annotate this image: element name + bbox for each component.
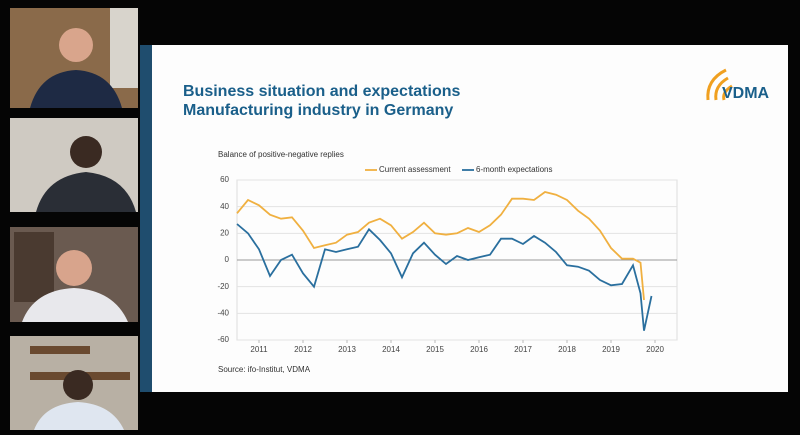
- x-tick-label: 2012: [294, 345, 312, 354]
- series-line: [236, 223, 653, 331]
- video-tile: [10, 336, 138, 430]
- legend-label: Current assessment: [379, 165, 451, 174]
- legend-label: 6-month expectations: [476, 165, 553, 174]
- x-tick-label: 2018: [558, 345, 576, 354]
- source: Source: ifo-Institut, VDMA: [218, 365, 311, 374]
- x-tick-label: 2020: [646, 345, 664, 354]
- y-tick-label: -60: [217, 335, 229, 344]
- y-tick-label: -40: [217, 308, 229, 317]
- x-tick-label: 2013: [338, 345, 356, 354]
- x-tick-label: 2019: [602, 345, 620, 354]
- x-tick-label: 2015: [426, 345, 444, 354]
- plot: -60 -40 -20 0 20 40 60 2011 2012 2013 2014 2015 2016…: [217, 165, 678, 354]
- chart-subtitle: Balance of positive-negative replies: [218, 150, 344, 159]
- slide: [140, 45, 788, 392]
- y-tick-label: 40: [220, 202, 229, 211]
- y-tick-label: 60: [220, 175, 229, 184]
- y-tick-label: 0: [225, 255, 230, 264]
- slide-title: Business situation and expectations: [183, 83, 461, 100]
- logo: VDMA: [722, 85, 770, 102]
- x-tick-label: 2017: [514, 345, 532, 354]
- x-tick-label: 2011: [250, 345, 268, 354]
- logo-mark: [706, 68, 733, 101]
- video-tile: [10, 227, 138, 322]
- slide-title: Manufacturing industry in Germany: [183, 102, 453, 119]
- video-tile: [10, 118, 138, 212]
- slide-stripe: [140, 45, 152, 392]
- x-tick-label: 2014: [382, 345, 400, 354]
- video-tile: [10, 8, 138, 108]
- series-line: [236, 191, 645, 301]
- x-tick-label: 2016: [470, 345, 488, 354]
- y-tick-label: 20: [220, 228, 229, 237]
- y-tick-label: -20: [217, 282, 229, 291]
